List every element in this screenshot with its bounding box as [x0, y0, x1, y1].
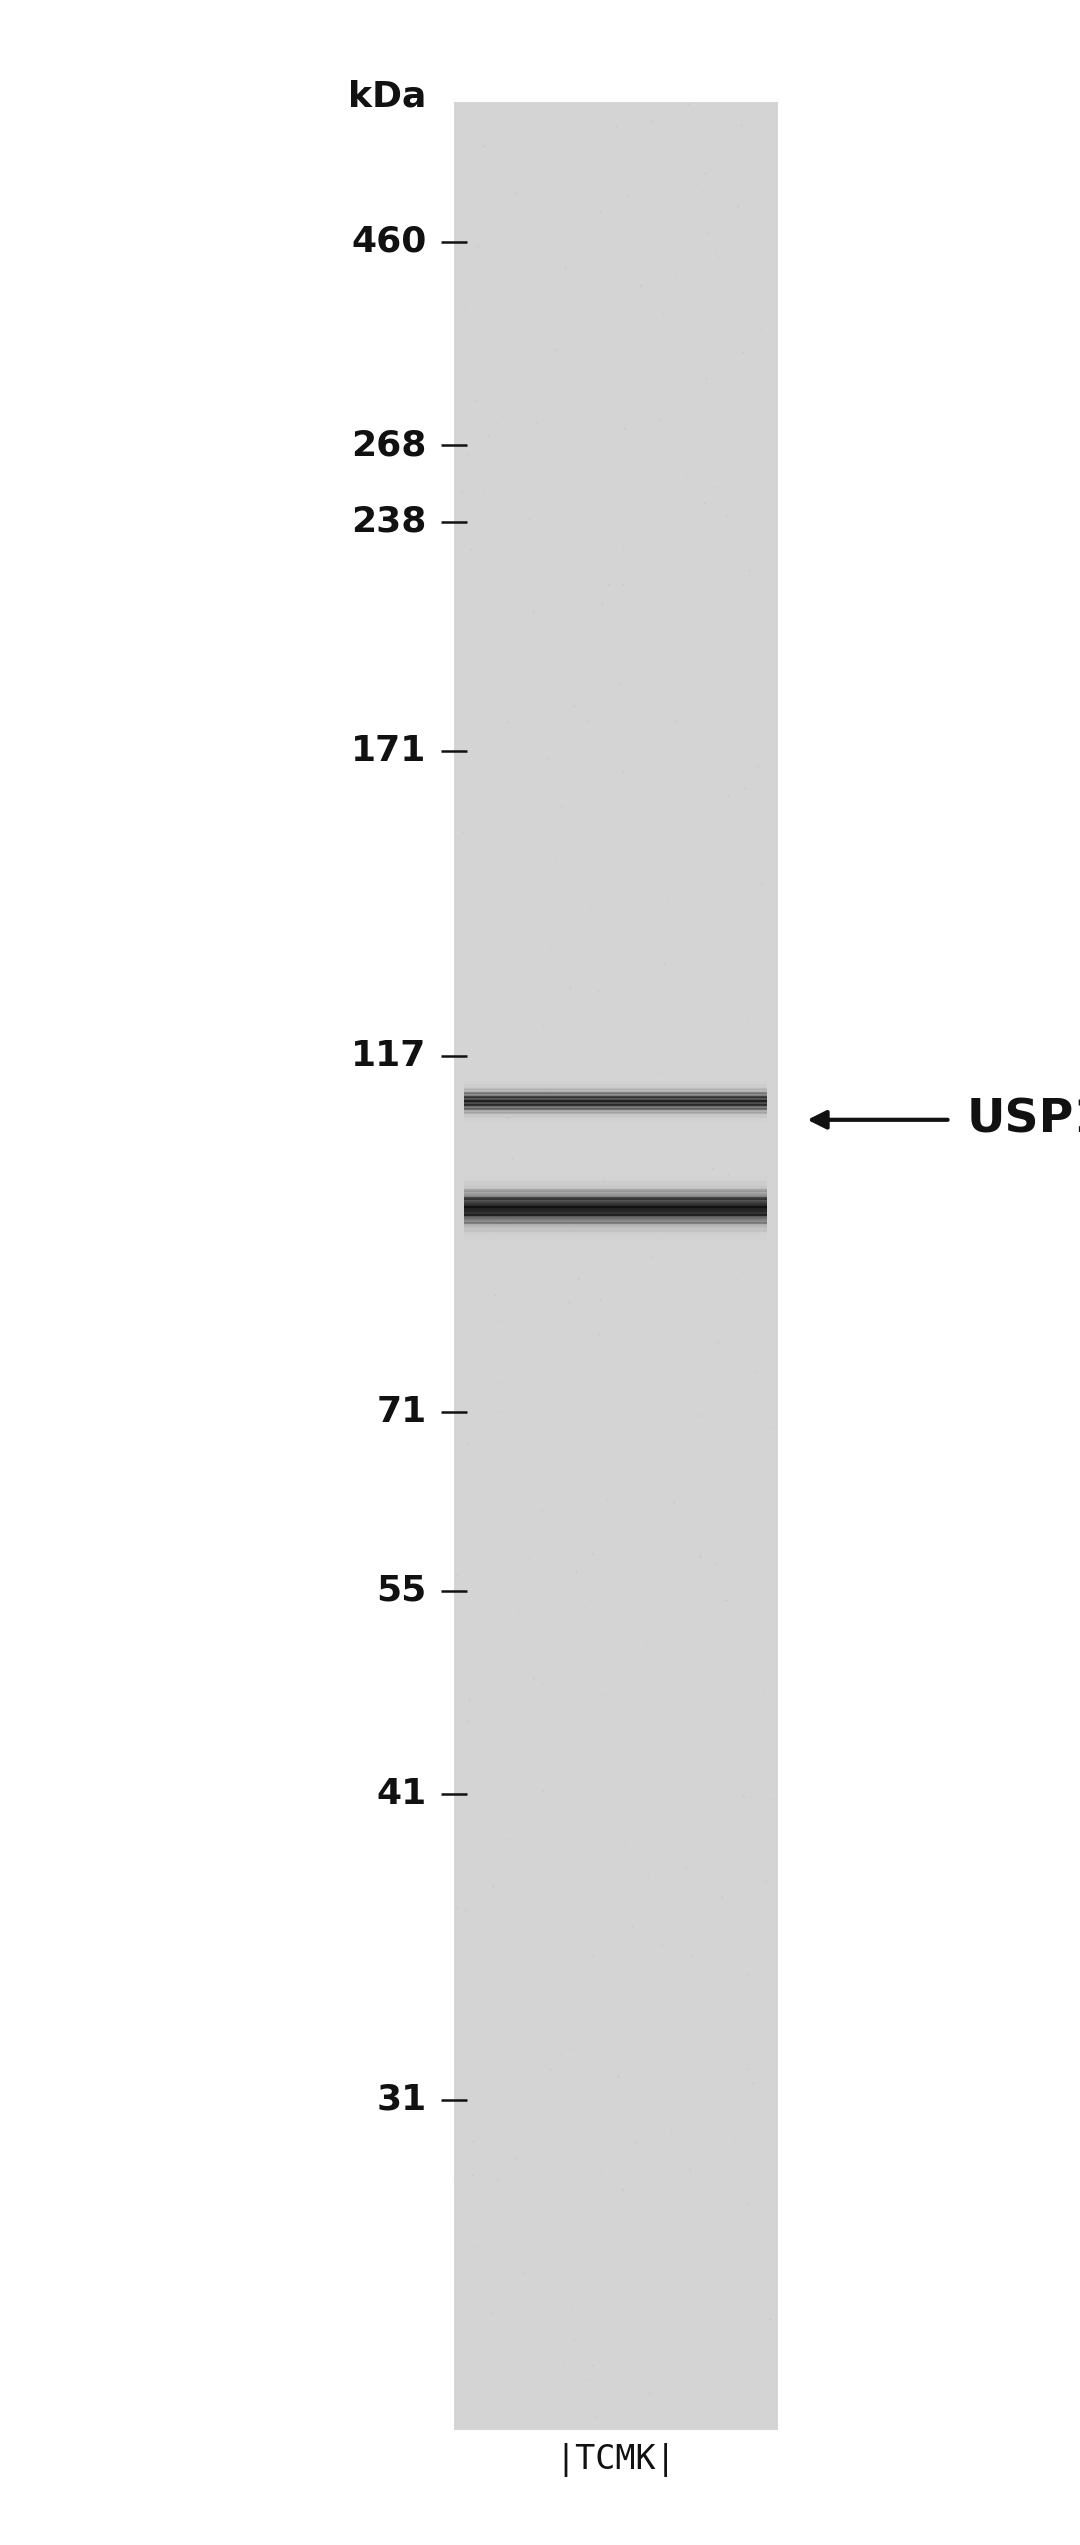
- Text: 171: 171: [351, 733, 427, 769]
- Text: 117: 117: [351, 1038, 427, 1074]
- Bar: [454, 102, 778, 2430]
- Text: 238: 238: [351, 504, 427, 540]
- Text: USP10: USP10: [967, 1097, 1080, 1143]
- Text: |TCMK|: |TCMK|: [555, 2443, 676, 2476]
- Text: 71: 71: [376, 1395, 427, 1430]
- Text: 268: 268: [351, 428, 427, 463]
- Text: 460: 460: [351, 224, 427, 260]
- Text: kDa: kDa: [348, 79, 427, 115]
- Text: 55: 55: [376, 1573, 427, 1608]
- Text: 41: 41: [376, 1776, 427, 1812]
- Text: 31: 31: [376, 2082, 427, 2117]
